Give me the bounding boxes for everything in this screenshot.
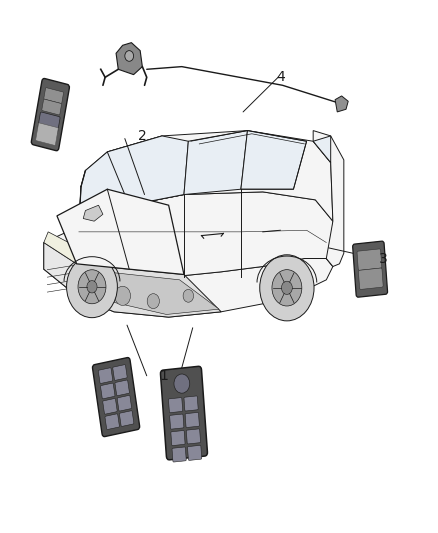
Polygon shape: [116, 43, 142, 75]
Polygon shape: [79, 131, 333, 227]
FancyBboxPatch shape: [103, 399, 117, 414]
FancyBboxPatch shape: [357, 249, 382, 270]
Polygon shape: [77, 264, 221, 317]
FancyBboxPatch shape: [171, 431, 185, 446]
Circle shape: [78, 270, 106, 304]
Text: 1: 1: [160, 369, 169, 383]
FancyBboxPatch shape: [169, 398, 183, 413]
FancyBboxPatch shape: [358, 268, 383, 289]
Text: 4: 4: [276, 70, 285, 84]
Polygon shape: [184, 131, 247, 195]
Polygon shape: [44, 243, 77, 296]
FancyBboxPatch shape: [92, 358, 140, 437]
FancyBboxPatch shape: [32, 78, 69, 151]
FancyBboxPatch shape: [353, 241, 388, 297]
FancyBboxPatch shape: [105, 414, 120, 430]
Circle shape: [67, 256, 117, 318]
FancyBboxPatch shape: [38, 112, 60, 134]
FancyBboxPatch shape: [113, 365, 127, 381]
Circle shape: [260, 255, 314, 321]
Text: 2: 2: [138, 129, 147, 143]
Polygon shape: [81, 269, 219, 314]
Circle shape: [125, 51, 134, 61]
FancyBboxPatch shape: [172, 447, 186, 462]
FancyBboxPatch shape: [117, 395, 131, 411]
Circle shape: [174, 374, 190, 393]
FancyBboxPatch shape: [185, 413, 199, 427]
FancyBboxPatch shape: [186, 429, 201, 444]
Circle shape: [87, 280, 97, 293]
FancyBboxPatch shape: [98, 368, 113, 383]
FancyBboxPatch shape: [160, 366, 208, 460]
FancyBboxPatch shape: [184, 396, 198, 411]
Polygon shape: [79, 136, 184, 227]
Polygon shape: [313, 131, 344, 266]
Polygon shape: [313, 136, 331, 163]
Polygon shape: [44, 192, 333, 277]
Polygon shape: [57, 189, 184, 274]
Circle shape: [115, 286, 131, 305]
Circle shape: [282, 281, 292, 294]
Polygon shape: [83, 205, 103, 221]
FancyBboxPatch shape: [115, 380, 129, 395]
FancyBboxPatch shape: [101, 383, 115, 399]
Circle shape: [272, 270, 302, 306]
FancyBboxPatch shape: [170, 414, 184, 429]
FancyBboxPatch shape: [44, 88, 64, 103]
FancyBboxPatch shape: [120, 411, 134, 426]
FancyBboxPatch shape: [187, 446, 202, 461]
Polygon shape: [335, 96, 348, 112]
Circle shape: [147, 294, 159, 309]
Polygon shape: [44, 232, 79, 264]
FancyBboxPatch shape: [42, 99, 61, 115]
Circle shape: [183, 289, 194, 302]
Text: 3: 3: [379, 252, 388, 265]
FancyBboxPatch shape: [36, 123, 58, 146]
Polygon shape: [44, 259, 333, 317]
Polygon shape: [241, 131, 307, 189]
Polygon shape: [107, 136, 188, 205]
